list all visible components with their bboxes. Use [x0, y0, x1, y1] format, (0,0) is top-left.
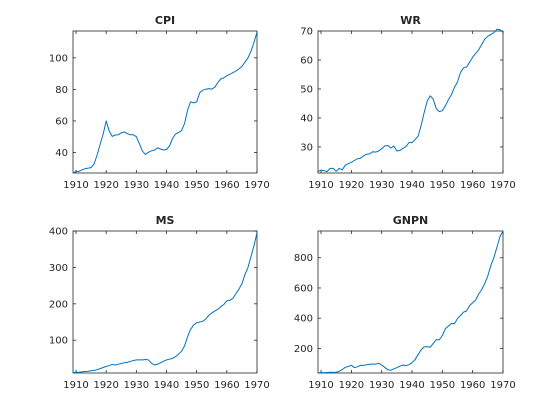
series-line — [317, 28, 504, 173]
x-tick-label: 1930 — [369, 380, 394, 391]
x-tick-label: 1960 — [214, 180, 239, 191]
x-tick-label: 1940 — [154, 180, 179, 191]
x-tick-label: 1970 — [244, 180, 269, 191]
x-tick-label: 1910 — [308, 380, 333, 391]
series-line — [317, 230, 504, 374]
x-tick-label: 1920 — [93, 380, 118, 391]
x-tick-label: 1920 — [93, 180, 118, 191]
subplot-title: CPI — [155, 14, 175, 27]
y-tick-label: 400 — [294, 314, 313, 325]
x-tick-label: 1930 — [369, 180, 394, 191]
y-tick-label: 30 — [300, 142, 313, 153]
y-tick-label: 300 — [49, 263, 68, 274]
subplot-ms: MS 1910 1920 1930 1940 1950 1960 1970 100 200 300 4… — [49, 214, 270, 391]
x-tick-label: 1950 — [430, 380, 455, 391]
x-tick-label: 1910 — [63, 180, 88, 191]
y-tick-label: 600 — [294, 283, 313, 294]
x-tick-label: 1910 — [63, 380, 88, 391]
subplot-cpi: CPI 1910 1920 1930 1940 1950 1960 1970 40 60 80 100 — [49, 14, 270, 191]
y-tick-label: 200 — [49, 299, 68, 310]
y-tick-label: 40 — [55, 148, 68, 159]
y-tick-label: 80 — [55, 85, 68, 96]
y-tick-label: 200 — [294, 344, 313, 355]
x-tick-label: 1920 — [339, 380, 364, 391]
x-tick-label: 1930 — [124, 380, 149, 391]
x-tick-label: 1910 — [308, 180, 333, 191]
x-tick-label: 1920 — [339, 180, 364, 191]
y-tick-label: 70 — [300, 27, 313, 38]
x-tick-label: 1940 — [399, 380, 424, 391]
axes-box — [317, 230, 504, 374]
subplot-title: GNPN — [393, 214, 429, 227]
y-tick-label: 60 — [55, 116, 68, 127]
y-tick-label: 100 — [49, 53, 68, 64]
x-tick-label: 1960 — [460, 380, 485, 391]
series-line — [72, 31, 258, 174]
x-tick-label: 1970 — [244, 380, 269, 391]
y-tick-label: 40 — [300, 113, 313, 124]
y-tick-label: 400 — [49, 227, 68, 238]
x-tick-label: 1960 — [460, 180, 485, 191]
x-tick-label: 1960 — [214, 380, 239, 391]
y-tick-label: 50 — [300, 84, 313, 95]
axes-box — [72, 30, 258, 174]
subplot-title: WR — [400, 14, 421, 27]
series-line — [72, 232, 258, 374]
x-tick-label: 1950 — [184, 380, 209, 391]
subplot-gnpn: GNPN 1910 1920 1930 1940 1950 1960 1970 200 400 60… — [294, 214, 516, 391]
axes-box — [72, 230, 258, 374]
y-tick-label: 60 — [300, 55, 313, 66]
y-tick-label: 800 — [294, 253, 313, 264]
y-tick-label: 100 — [49, 336, 68, 347]
x-tick-label: 1940 — [399, 180, 424, 191]
x-tick-label: 1970 — [490, 180, 515, 191]
x-tick-label: 1940 — [154, 380, 179, 391]
subplot-wr: WR 1910 1920 1930 1940 1950 1960 1970 30 40 50 60 70 — [300, 14, 515, 191]
subplot-title: MS — [156, 214, 175, 227]
axes-box — [317, 30, 504, 174]
x-tick-label: 1970 — [490, 380, 515, 391]
x-tick-label: 1930 — [124, 180, 149, 191]
x-tick-label: 1950 — [184, 180, 209, 191]
x-tick-label: 1950 — [430, 180, 455, 191]
